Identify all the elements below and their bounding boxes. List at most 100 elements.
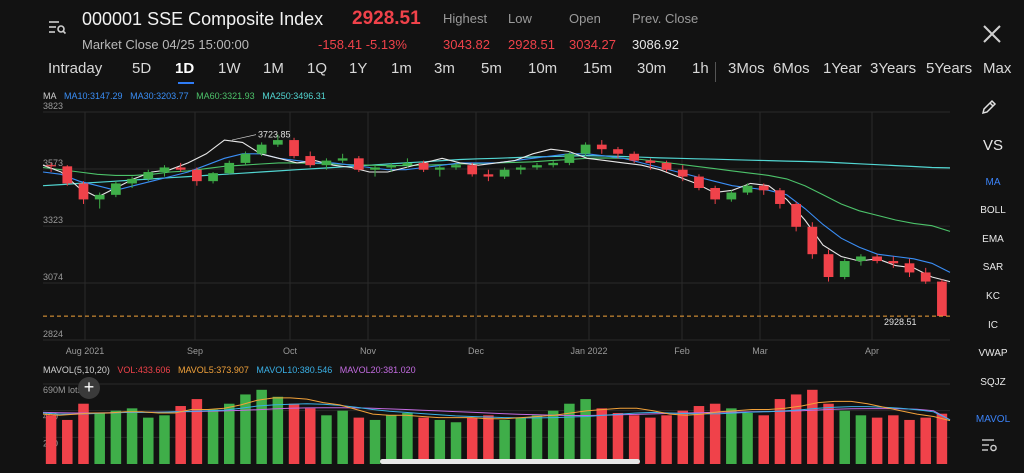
volume-bar-down bbox=[758, 415, 770, 464]
min-annotation: 2928.51 bbox=[884, 317, 917, 327]
candle-up bbox=[240, 153, 251, 163]
tab-1h[interactable]: 1h bbox=[692, 60, 709, 77]
horizontal-scrollbar[interactable] bbox=[380, 459, 640, 464]
tab-1m[interactable]: 1M bbox=[263, 60, 284, 77]
candle-up bbox=[143, 172, 154, 179]
candle-up bbox=[532, 165, 542, 168]
tab-3years[interactable]: 3Years bbox=[870, 60, 917, 77]
tab-10m[interactable]: 10m bbox=[528, 60, 558, 77]
tab-3m[interactable]: 3m bbox=[434, 60, 455, 77]
volume-bar-down bbox=[807, 389, 818, 464]
highest-label: Highest bbox=[443, 11, 488, 26]
indicator-kc[interactable]: KC bbox=[986, 291, 1000, 302]
candle-up bbox=[564, 153, 575, 163]
tab-5d[interactable]: 5D bbox=[132, 60, 152, 77]
volume-bar-up bbox=[240, 394, 251, 464]
indicator-vwap[interactable]: VWAP bbox=[978, 348, 1008, 359]
index-name: 000001 SSE Composite Index bbox=[82, 9, 324, 29]
tab-1year[interactable]: 1Year bbox=[823, 60, 862, 77]
candle-down bbox=[613, 149, 623, 154]
indicator-sar[interactable]: SAR bbox=[982, 262, 1004, 273]
indicator-sqjz[interactable]: SQJZ bbox=[980, 377, 1006, 388]
compare-button[interactable]: VS bbox=[982, 137, 1003, 154]
volume-bar-up bbox=[580, 399, 591, 464]
tab-5years[interactable]: 5Years bbox=[926, 60, 973, 77]
indicator-ma[interactable]: MA bbox=[985, 177, 1001, 188]
volume-bar-up bbox=[110, 410, 122, 464]
candle-down bbox=[775, 190, 785, 204]
close-icon[interactable] bbox=[978, 20, 1006, 48]
candle-down bbox=[305, 156, 316, 166]
list-settings-icon[interactable] bbox=[978, 434, 1000, 456]
tab-30m[interactable]: 30m bbox=[637, 60, 667, 77]
tab-intraday[interactable]: Intraday bbox=[48, 60, 103, 77]
tab-3mos[interactable]: 3Mos bbox=[728, 60, 765, 77]
volume-bar-up bbox=[434, 419, 446, 464]
candle-down bbox=[46, 165, 56, 167]
volume-bar-down bbox=[693, 406, 705, 464]
tab-1m[interactable]: 1m bbox=[391, 60, 412, 77]
volume-legend: MAVOL(5,10,20) VOL:433.606 MAVOL5:373.90… bbox=[43, 365, 421, 375]
vol-axis-label: 690M lots bbox=[43, 385, 83, 395]
ma-label: MA bbox=[43, 91, 57, 101]
prev-close-label: Prev. Close bbox=[632, 11, 699, 26]
indicator-ema[interactable]: EMA bbox=[982, 234, 1004, 245]
volume-bar-down bbox=[774, 399, 786, 464]
tab-1y[interactable]: 1Y bbox=[349, 60, 368, 77]
candle-down bbox=[289, 140, 299, 157]
x-tick-label: Jan 2022 bbox=[570, 346, 607, 356]
candle-down bbox=[661, 162, 672, 170]
candle-up bbox=[856, 256, 866, 262]
candle-up bbox=[337, 158, 348, 161]
volume-bar-down bbox=[790, 394, 802, 464]
volume-bar-up bbox=[256, 389, 267, 464]
indicator-ic[interactable]: IC bbox=[988, 320, 998, 331]
volume-bar-down bbox=[677, 410, 689, 464]
volume-bar-up bbox=[726, 408, 737, 464]
candle-up bbox=[272, 140, 283, 145]
tab-1d[interactable]: 1D bbox=[175, 60, 195, 77]
volume-chart[interactable]: 690M lots460230 bbox=[0, 376, 960, 466]
tab-1q[interactable]: 1Q bbox=[307, 60, 328, 77]
candle-down bbox=[872, 256, 882, 262]
candle-up bbox=[321, 160, 332, 166]
tab-1w[interactable]: 1W bbox=[218, 60, 241, 77]
pencil-icon[interactable] bbox=[978, 96, 1000, 118]
mavol5-value: MAVOL5:373.907 bbox=[177, 365, 249, 375]
low-value: 2928.51 bbox=[508, 37, 555, 52]
volume-bar-down bbox=[353, 417, 365, 464]
candle-down bbox=[791, 203, 801, 227]
volume-bar-up bbox=[385, 415, 397, 464]
candle-down bbox=[937, 281, 947, 317]
max-annotation: 3723.85 bbox=[258, 130, 291, 140]
candle-down bbox=[904, 263, 915, 273]
candle-down bbox=[418, 162, 429, 170]
tab-6mos[interactable]: 6Mos bbox=[773, 60, 810, 77]
y-tick-label: 3323 bbox=[43, 215, 63, 225]
y-tick-label: 3573 bbox=[43, 158, 63, 168]
candle-down bbox=[467, 165, 478, 175]
volume-bar-up bbox=[855, 415, 867, 464]
x-tick-label: Sep bbox=[187, 346, 203, 356]
candle-down bbox=[645, 160, 656, 163]
volume-bar-down bbox=[175, 406, 186, 464]
tab-15m[interactable]: 15m bbox=[583, 60, 613, 77]
x-tick-label: Mar bbox=[752, 346, 768, 356]
ma60-value: MA60:3321.93 bbox=[196, 91, 255, 101]
mavol10-value: MAVOL10:380.546 bbox=[256, 365, 333, 375]
ma-legend: MA MA10:3147.29 MA30:3203.77 MA60:3321.9… bbox=[43, 91, 331, 101]
candle-down bbox=[694, 176, 704, 188]
list-filter-icon[interactable] bbox=[46, 18, 68, 36]
active-tab-indicator bbox=[178, 82, 194, 84]
indicator-boll[interactable]: BOLL bbox=[980, 205, 1006, 216]
tab-5m[interactable]: 5m bbox=[481, 60, 502, 77]
max-annotation-line bbox=[231, 134, 257, 141]
tab-max[interactable]: Max bbox=[983, 60, 1012, 77]
add-indicator-button[interactable]: + bbox=[78, 377, 100, 399]
indicator-mavol[interactable]: MAVOL bbox=[975, 414, 1011, 425]
open-label: Open bbox=[569, 11, 601, 26]
candle-up bbox=[111, 183, 121, 195]
candle-up bbox=[127, 178, 137, 184]
volume-bar-up bbox=[499, 419, 510, 464]
